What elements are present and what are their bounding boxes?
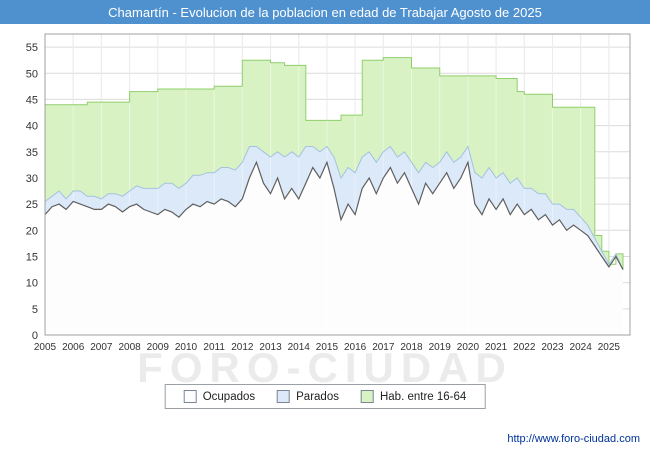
svg-text:2010: 2010	[175, 342, 198, 353]
svg-text:2011: 2011	[203, 342, 225, 353]
svg-text:5: 5	[32, 304, 38, 316]
svg-text:15: 15	[26, 251, 38, 263]
svg-text:2008: 2008	[118, 342, 141, 353]
svg-text:10: 10	[26, 278, 38, 290]
svg-text:30: 30	[26, 173, 38, 185]
svg-text:2013: 2013	[259, 342, 282, 353]
legend-label-ocupados: Ocupados	[202, 390, 256, 403]
svg-text:2006: 2006	[62, 342, 85, 353]
svg-text:2005: 2005	[34, 342, 57, 353]
svg-text:2024: 2024	[570, 342, 593, 353]
svg-text:50: 50	[26, 68, 38, 80]
svg-text:2025: 2025	[598, 342, 621, 353]
svg-text:2021: 2021	[485, 342, 508, 353]
title-bar: Chamartín - Evolucion de la poblacion en…	[0, 0, 650, 24]
legend-label-parados: Parados	[296, 390, 339, 403]
svg-text:2020: 2020	[457, 342, 480, 353]
chart-title: Chamartín - Evolucion de la poblacion en…	[108, 4, 542, 20]
svg-text:40: 40	[26, 121, 38, 133]
svg-text:2022: 2022	[513, 342, 536, 353]
legend-item-parados: Parados	[277, 390, 339, 403]
footer-link[interactable]: http://www.foro-ciudad.com	[507, 433, 640, 445]
legend-item-hab: Hab. entre 16-64	[360, 390, 467, 403]
legend: Ocupados Parados Hab. entre 16-64	[164, 384, 486, 409]
svg-text:2019: 2019	[429, 342, 452, 353]
svg-text:2015: 2015	[316, 342, 339, 353]
svg-text:2017: 2017	[372, 342, 395, 353]
parados-swatch-icon	[277, 390, 291, 403]
svg-text:2018: 2018	[400, 342, 423, 353]
svg-text:2012: 2012	[231, 342, 254, 353]
ocupados-swatch-icon	[183, 390, 197, 403]
svg-text:2007: 2007	[90, 342, 113, 353]
legend-item-ocupados: Ocupados	[183, 390, 256, 403]
svg-text:45: 45	[26, 94, 38, 106]
svg-text:2009: 2009	[147, 342, 170, 353]
svg-text:2014: 2014	[288, 342, 311, 353]
svg-text:2016: 2016	[344, 342, 367, 353]
watermark: FORO-CIUDAD	[137, 344, 513, 391]
svg-text:55: 55	[26, 42, 38, 54]
hab-swatch-icon	[360, 390, 374, 403]
svg-text:20: 20	[26, 225, 38, 237]
svg-text:0: 0	[32, 330, 38, 342]
legend-label-hab: Hab. entre 16-64	[379, 390, 467, 403]
svg-text:25: 25	[26, 199, 38, 211]
svg-text:35: 35	[26, 147, 38, 159]
svg-text:2023: 2023	[541, 342, 564, 353]
